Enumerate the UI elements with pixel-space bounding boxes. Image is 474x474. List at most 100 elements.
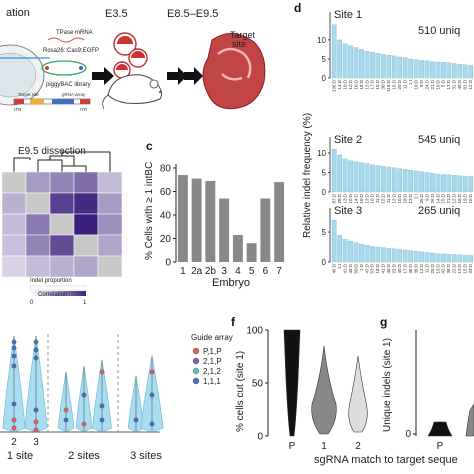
bar xyxy=(386,166,392,193)
bar-label: 12:D xyxy=(468,79,473,89)
x-tick-label: P xyxy=(289,441,296,452)
bar xyxy=(219,198,230,262)
bar xyxy=(391,167,397,193)
bar-label: 11:D xyxy=(424,263,429,273)
bar xyxy=(232,234,243,262)
bar-label: 41:D xyxy=(381,263,386,273)
bar-label: 11:D xyxy=(386,193,391,203)
site-title: Site 1 xyxy=(334,9,362,21)
bar-label: 30:D xyxy=(381,79,386,89)
bar-label: 1:I xyxy=(408,80,413,85)
panel-letter-g: g xyxy=(380,315,387,329)
heatmap-cell xyxy=(73,234,99,257)
arrow-icon xyxy=(184,67,203,85)
bar xyxy=(331,24,337,79)
bar xyxy=(408,250,413,263)
x-tick-label: 1 xyxy=(321,441,327,452)
colorbar xyxy=(30,291,86,296)
bar-label: 30:D xyxy=(413,263,418,273)
data-point xyxy=(99,369,105,375)
heatmap-cell xyxy=(49,234,75,257)
heatmap-cell xyxy=(25,234,51,257)
bar xyxy=(435,61,441,79)
data-point xyxy=(99,403,105,409)
data-point xyxy=(33,355,39,361)
bar-label: 17:D xyxy=(402,263,407,273)
colorbar-max: 1 xyxy=(83,300,87,306)
heatmap-cell xyxy=(1,255,27,278)
bar xyxy=(462,175,468,193)
heatmap-cell xyxy=(97,171,123,194)
bar xyxy=(348,160,353,193)
heatmap xyxy=(1,171,123,278)
bar-label: 16:D xyxy=(457,193,462,203)
x-tick-label: 6 xyxy=(263,266,269,277)
violin xyxy=(283,329,301,437)
panel-a-title: ation xyxy=(6,7,30,19)
y-tick-label: 20 xyxy=(160,234,172,245)
bar xyxy=(331,148,337,193)
bar-label: 19:D xyxy=(463,193,468,203)
bar xyxy=(348,45,353,79)
bar-label: 15:D xyxy=(441,193,446,203)
arrow-icon xyxy=(167,67,187,85)
data-point xyxy=(133,417,139,423)
bar xyxy=(413,170,419,193)
heatmap-cell xyxy=(25,171,51,194)
dendrogram-branch xyxy=(61,151,111,172)
y-tick-label: 0 xyxy=(322,258,327,267)
colorbar-min: 0 xyxy=(30,300,34,306)
heatmap-cell xyxy=(1,213,27,236)
site-title: Site 3 xyxy=(334,205,362,217)
bar-label: 16:D xyxy=(370,193,375,203)
bar-label: 13:D xyxy=(364,79,369,89)
heatmap-cell xyxy=(97,255,123,278)
x-tick-label: 2 xyxy=(11,437,17,448)
bar xyxy=(353,161,359,193)
bar-label: 28:D xyxy=(337,193,342,203)
panel-b: E9.5 dissection Indel proportion Correla… xyxy=(1,146,123,306)
bar xyxy=(413,59,419,79)
data-point xyxy=(149,369,155,375)
y-tick-label: 10 xyxy=(317,149,326,158)
y-tick-label: 50 xyxy=(252,379,264,390)
itr-right-label: ITR xyxy=(80,107,88,112)
bar xyxy=(446,254,452,263)
bar xyxy=(331,219,337,263)
legend-label: 2,1,P xyxy=(203,357,222,366)
bar-label: 26:D xyxy=(430,193,435,203)
bar-label: 9:D xyxy=(424,193,429,201)
bar xyxy=(402,169,408,193)
bar xyxy=(375,53,381,79)
bar xyxy=(452,175,457,193)
y-tick-label: 0 xyxy=(257,432,263,443)
data-point xyxy=(33,407,39,413)
bar-label: 10:D xyxy=(348,193,353,203)
violin-chart-f: 0 50 100 % cells cut (site 1) P 1 2 sgRNA match… xyxy=(235,326,458,467)
violin xyxy=(311,345,337,435)
bar-label: 33:D xyxy=(468,263,473,273)
bar xyxy=(359,162,364,193)
heatmap-cell xyxy=(49,213,75,236)
bar xyxy=(359,49,364,79)
bar-label: 20:D xyxy=(397,79,402,89)
data-point xyxy=(81,392,87,398)
bar-label: 38:D xyxy=(446,263,451,273)
bar xyxy=(205,180,216,262)
bar xyxy=(386,248,392,263)
bar xyxy=(397,168,403,193)
heatmap-cell xyxy=(1,192,27,215)
y-axis-label: % cells cut (site 1) xyxy=(235,351,246,432)
y-axis-label: % Cells with ≥ 1 intBC xyxy=(144,162,155,260)
bar-label: 1:I xyxy=(337,264,342,269)
bar xyxy=(353,47,359,79)
plasmid-icon xyxy=(41,60,87,76)
violin xyxy=(465,403,474,437)
y-tick-label: 5 xyxy=(322,169,327,178)
organ-target-label: Target site xyxy=(230,30,258,49)
x-axis-label: Embryo xyxy=(212,277,250,289)
data-point xyxy=(11,401,17,407)
bar xyxy=(397,249,403,263)
y-tick-label: 0 xyxy=(322,74,327,83)
heatmap-cell xyxy=(73,192,99,215)
